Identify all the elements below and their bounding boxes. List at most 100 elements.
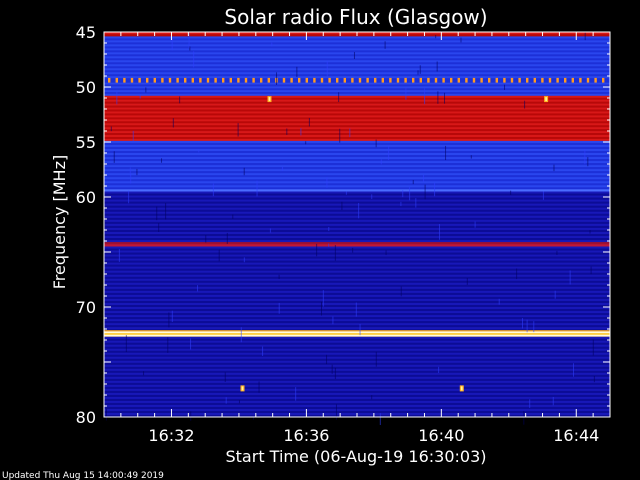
noise-speck — [271, 42, 273, 47]
band-stripe — [104, 313, 610, 316]
band-stripe — [104, 362, 610, 366]
noise-speck — [460, 37, 462, 43]
band-stripe — [104, 191, 610, 194]
updated-footer: Updated Thu Aug 15 14:00:49 2019 — [2, 471, 164, 480]
band-stripe — [104, 236, 610, 239]
band-stripe — [104, 125, 610, 128]
band-dot — [533, 77, 536, 83]
band-stripe — [104, 364, 610, 368]
band-dot — [298, 77, 301, 83]
noise-speck — [590, 266, 592, 275]
band-stripe — [104, 38, 610, 41]
band-dot — [541, 77, 544, 83]
band-dot — [343, 77, 346, 83]
band-stripe — [104, 207, 610, 211]
noise-speck — [305, 141, 307, 145]
noise-speck — [438, 224, 440, 240]
band-dot — [290, 77, 293, 83]
band-stripe — [104, 354, 610, 358]
noise-speck — [436, 61, 438, 72]
band-stripe — [104, 78, 610, 81]
band-dot — [381, 77, 384, 83]
band-stripe — [104, 370, 610, 374]
band-stripe — [104, 284, 610, 288]
noise-speck — [139, 94, 141, 99]
band-stripe — [104, 402, 610, 406]
band-stripe — [104, 66, 610, 69]
band-dot — [199, 77, 202, 83]
band-dot — [282, 77, 286, 83]
band-stripe — [104, 336, 610, 340]
band-stripe — [104, 400, 610, 404]
band-stripe — [104, 358, 610, 362]
band-stripe — [104, 161, 610, 164]
noise-speck — [316, 243, 318, 257]
burst-spot-core — [268, 97, 271, 102]
band-dot — [465, 77, 468, 83]
band-dot — [556, 77, 559, 83]
noise-speck — [276, 72, 278, 85]
noise-speck — [593, 375, 595, 383]
x-tick-label: 16:44 — [553, 426, 599, 445]
band-stripe — [104, 382, 610, 386]
noise-speck — [339, 128, 341, 143]
band-dot — [427, 77, 430, 83]
band-stripe — [104, 113, 610, 116]
band-stripe — [104, 372, 610, 376]
band-stripe — [104, 101, 610, 104]
noise-speck — [262, 346, 264, 356]
band-dot — [130, 77, 134, 83]
band-stripe — [104, 163, 610, 166]
noise-speck — [384, 41, 386, 49]
noise-speck — [409, 186, 411, 201]
band-stripe — [104, 331, 610, 334]
noise-speck — [193, 51, 195, 68]
band-stripe — [104, 246, 610, 249]
y-tick-label: 50 — [76, 78, 96, 97]
noise-speck — [168, 312, 170, 328]
band-stripe — [104, 307, 610, 310]
band-stripe — [104, 231, 610, 235]
band-stripe — [104, 40, 610, 43]
band-stripe — [104, 58, 610, 61]
noise-speck — [554, 290, 556, 299]
noise-speck — [522, 318, 524, 329]
band-stripe — [104, 217, 610, 221]
noise-speck — [172, 118, 174, 128]
band-stripe — [104, 260, 610, 263]
noise-speck — [286, 128, 288, 135]
band-stripe — [104, 268, 610, 271]
band-stripe — [104, 95, 610, 99]
band-dot — [374, 77, 377, 83]
band-dot — [404, 77, 407, 83]
x-axis-label: Start Time (06-Aug-19 16:30:03) — [226, 447, 487, 466]
noise-speck — [218, 249, 220, 262]
noise-speck — [197, 285, 199, 292]
noise-speck — [224, 372, 226, 382]
noise-speck — [143, 371, 145, 376]
band-stripe — [104, 153, 610, 156]
band-stripe — [104, 258, 610, 261]
noise-speck — [190, 338, 192, 350]
band-dot — [176, 77, 179, 83]
noise-speck — [371, 395, 373, 400]
band-stripe — [104, 60, 610, 63]
band-dot — [548, 77, 552, 83]
noise-speck — [466, 278, 468, 285]
noise-speck — [584, 32, 586, 41]
band-dot — [526, 77, 529, 83]
noise-speck — [110, 126, 112, 132]
noise-speck — [322, 290, 324, 307]
noise-speck — [400, 201, 402, 207]
noise-speck — [300, 128, 302, 136]
band-stripe — [104, 294, 610, 298]
band-dot — [161, 77, 164, 83]
noise-speck — [417, 70, 419, 75]
band-stripe — [104, 115, 610, 118]
noise-speck — [423, 174, 425, 182]
band-stripe — [104, 219, 610, 223]
band-dot — [336, 77, 339, 83]
band-stripe — [104, 103, 610, 106]
band-stripe — [104, 240, 610, 243]
band-stripe — [104, 225, 610, 229]
